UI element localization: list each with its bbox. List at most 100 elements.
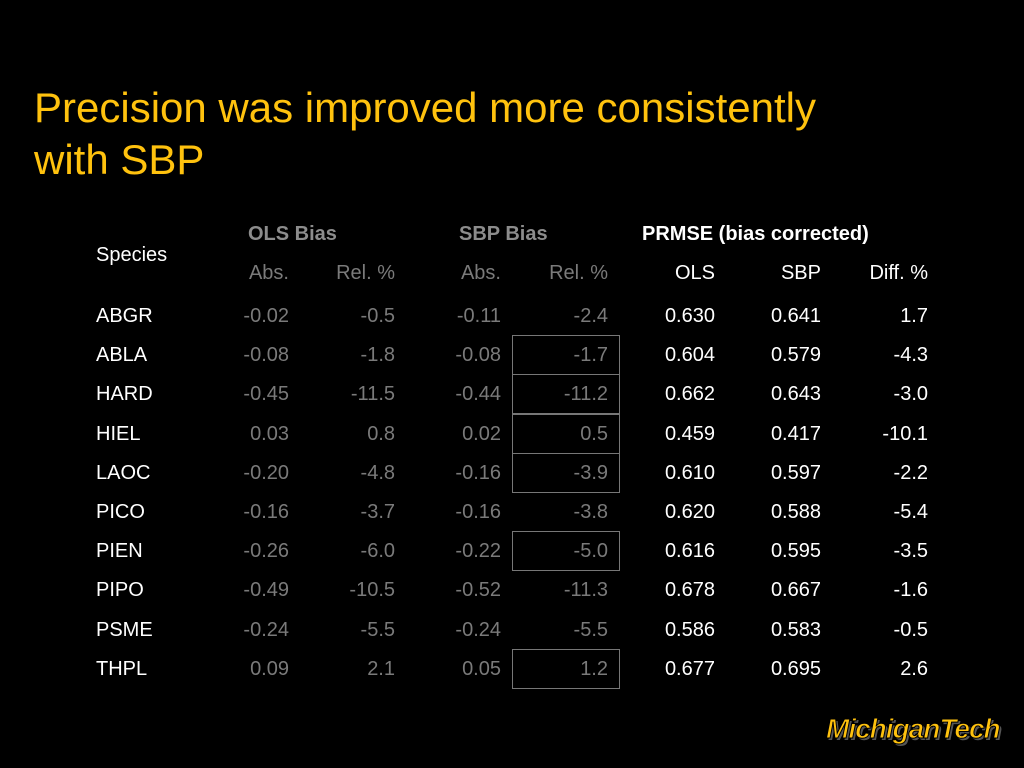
sbp-abs-cell: 0.02 bbox=[462, 423, 501, 445]
species-header: Species bbox=[96, 244, 168, 266]
sbp-abs-cell: -0.08 bbox=[455, 344, 501, 366]
prmse-header: PRMSE (bias corrected) bbox=[642, 223, 869, 245]
sbp-rel-cell: -2.4 bbox=[573, 305, 608, 327]
species-cell: HARD bbox=[96, 383, 153, 405]
sbp-rel-cell: -3.8 bbox=[573, 501, 608, 523]
prmse-sbp-header: SBP bbox=[780, 262, 821, 284]
diff-cell: -10.1 bbox=[882, 423, 928, 445]
sbp-rel-cell: -11.3 bbox=[563, 579, 608, 601]
ols-abs-cell: -0.24 bbox=[243, 619, 289, 641]
ols-abs-cell: -0.45 bbox=[243, 383, 289, 405]
sbp-abs-cell: -0.11 bbox=[456, 305, 501, 327]
ols-abs-cell: -0.26 bbox=[243, 540, 289, 562]
prmse-ols-cell: 0.677 bbox=[664, 658, 715, 680]
highlight-box bbox=[512, 374, 620, 414]
ols-rel-cell: 2.1 bbox=[367, 658, 395, 680]
ols-abs-cell: -0.20 bbox=[243, 462, 289, 484]
prmse-sbp-cell: 0.641 bbox=[770, 305, 821, 327]
prmse-sbp-cell: 0.583 bbox=[770, 619, 821, 641]
species-cell: PSME bbox=[96, 619, 153, 641]
slide-title-line-1: Precision was improved more consistently bbox=[34, 84, 816, 131]
ols-rel-cell: -11.5 bbox=[350, 383, 395, 405]
sbp-abs-cell: -0.16 bbox=[455, 462, 501, 484]
sbp-rel-cell: -3.9 bbox=[573, 462, 608, 484]
prmse-ols-header: OLS bbox=[674, 262, 715, 284]
ols-rel-cell: -1.8 bbox=[360, 344, 395, 366]
ols-rel-cell: 0.8 bbox=[367, 423, 395, 445]
prmse-ols-cell: 0.610 bbox=[664, 462, 715, 484]
ols-abs-cell: -0.49 bbox=[243, 579, 289, 601]
highlight-box bbox=[512, 414, 620, 454]
diff-cell: -1.6 bbox=[893, 579, 928, 601]
highlight-box bbox=[512, 453, 620, 493]
sbp-rel-header: Rel. % bbox=[549, 262, 608, 284]
prmse-sbp-cell: 0.667 bbox=[770, 579, 821, 601]
diff-cell: -3.0 bbox=[893, 383, 928, 405]
species-cell: ABLA bbox=[96, 344, 148, 366]
ols-rel-header: Rel. % bbox=[336, 262, 395, 284]
prmse-sbp-cell: 0.695 bbox=[770, 658, 821, 680]
highlight-box bbox=[512, 649, 620, 689]
ols-abs-cell: 0.03 bbox=[250, 423, 289, 445]
species-cell: ABGR bbox=[96, 305, 153, 327]
diff-cell: 2.6 bbox=[900, 658, 928, 680]
diff-cell: -3.5 bbox=[893, 540, 928, 562]
prmse-sbp-cell: 0.588 bbox=[770, 501, 821, 523]
prmse-ols-cell: 0.620 bbox=[664, 501, 715, 523]
diff-cell: 1.7 bbox=[900, 305, 928, 327]
sbp-rel-cell: -5.0 bbox=[573, 540, 608, 562]
prmse-sbp-cell: 0.597 bbox=[770, 462, 821, 484]
prmse-ols-cell: 0.662 bbox=[664, 383, 715, 405]
michigan-tech-logo: MichiganTech bbox=[826, 713, 1002, 745]
species-cell: HIEL bbox=[96, 423, 141, 445]
species-cell: LAOC bbox=[96, 462, 151, 484]
prmse-ols-cell: 0.586 bbox=[664, 619, 715, 641]
ols-abs-cell: 0.09 bbox=[250, 658, 289, 680]
ols-rel-cell: -4.8 bbox=[360, 462, 395, 484]
species-cell: PIEN bbox=[96, 540, 143, 562]
slide-title: Precision was improved more consistently… bbox=[34, 82, 994, 186]
prmse-ols-cell: 0.616 bbox=[664, 540, 715, 562]
species-cell: THPL bbox=[96, 658, 148, 680]
prmse-ols-cell: 0.630 bbox=[664, 305, 715, 327]
prmse-sbp-cell: 0.643 bbox=[770, 383, 821, 405]
diff-cell: -5.4 bbox=[893, 501, 928, 523]
sbp-rel-cell: -11.2 bbox=[563, 383, 608, 405]
highlight-box bbox=[512, 531, 620, 571]
diff-header: Diff. % bbox=[869, 262, 928, 284]
prmse-sbp-cell: 0.579 bbox=[770, 344, 821, 366]
diff-cell: -4.3 bbox=[893, 344, 928, 366]
prmse-ols-cell: 0.678 bbox=[664, 579, 715, 601]
diff-cell: -0.5 bbox=[893, 619, 928, 641]
ols-rel-cell: -10.5 bbox=[349, 579, 395, 601]
diff-cell: -2.2 bbox=[893, 462, 928, 484]
species-cell: PICO bbox=[96, 501, 145, 523]
sbp-abs-cell: -0.24 bbox=[455, 619, 501, 641]
prmse-sbp-cell: 0.595 bbox=[770, 540, 821, 562]
ols-rel-cell: -6.0 bbox=[360, 540, 395, 562]
sbp-abs-cell: 0.05 bbox=[462, 658, 501, 680]
sbp-rel-cell: -5.5 bbox=[573, 619, 608, 641]
prmse-sbp-cell: 0.417 bbox=[770, 423, 821, 445]
ols-bias-header: OLS Bias bbox=[248, 223, 337, 245]
prmse-ols-cell: 0.459 bbox=[664, 423, 715, 445]
ols-abs-cell: -0.16 bbox=[243, 501, 289, 523]
ols-abs-cell: -0.08 bbox=[243, 344, 289, 366]
sbp-rel-cell: 0.5 bbox=[580, 423, 608, 445]
highlight-box bbox=[512, 335, 620, 375]
sbp-abs-cell: -0.44 bbox=[455, 383, 501, 405]
ols-rel-cell: -5.5 bbox=[360, 619, 395, 641]
sbp-abs-header: Abs. bbox=[460, 262, 501, 284]
ols-abs-cell: -0.02 bbox=[243, 305, 289, 327]
sbp-abs-cell: -0.16 bbox=[455, 501, 501, 523]
ols-rel-cell: -0.5 bbox=[360, 305, 395, 327]
species-cell: PIPO bbox=[96, 579, 144, 601]
sbp-rel-cell: -1.7 bbox=[573, 344, 608, 366]
prmse-ols-cell: 0.604 bbox=[664, 344, 715, 366]
sbp-rel-cell: 1.2 bbox=[580, 658, 608, 680]
sbp-bias-header: SBP Bias bbox=[459, 223, 548, 245]
sbp-abs-cell: -0.22 bbox=[455, 540, 501, 562]
ols-rel-cell: -3.7 bbox=[360, 501, 395, 523]
ols-abs-header: Abs. bbox=[248, 262, 289, 284]
